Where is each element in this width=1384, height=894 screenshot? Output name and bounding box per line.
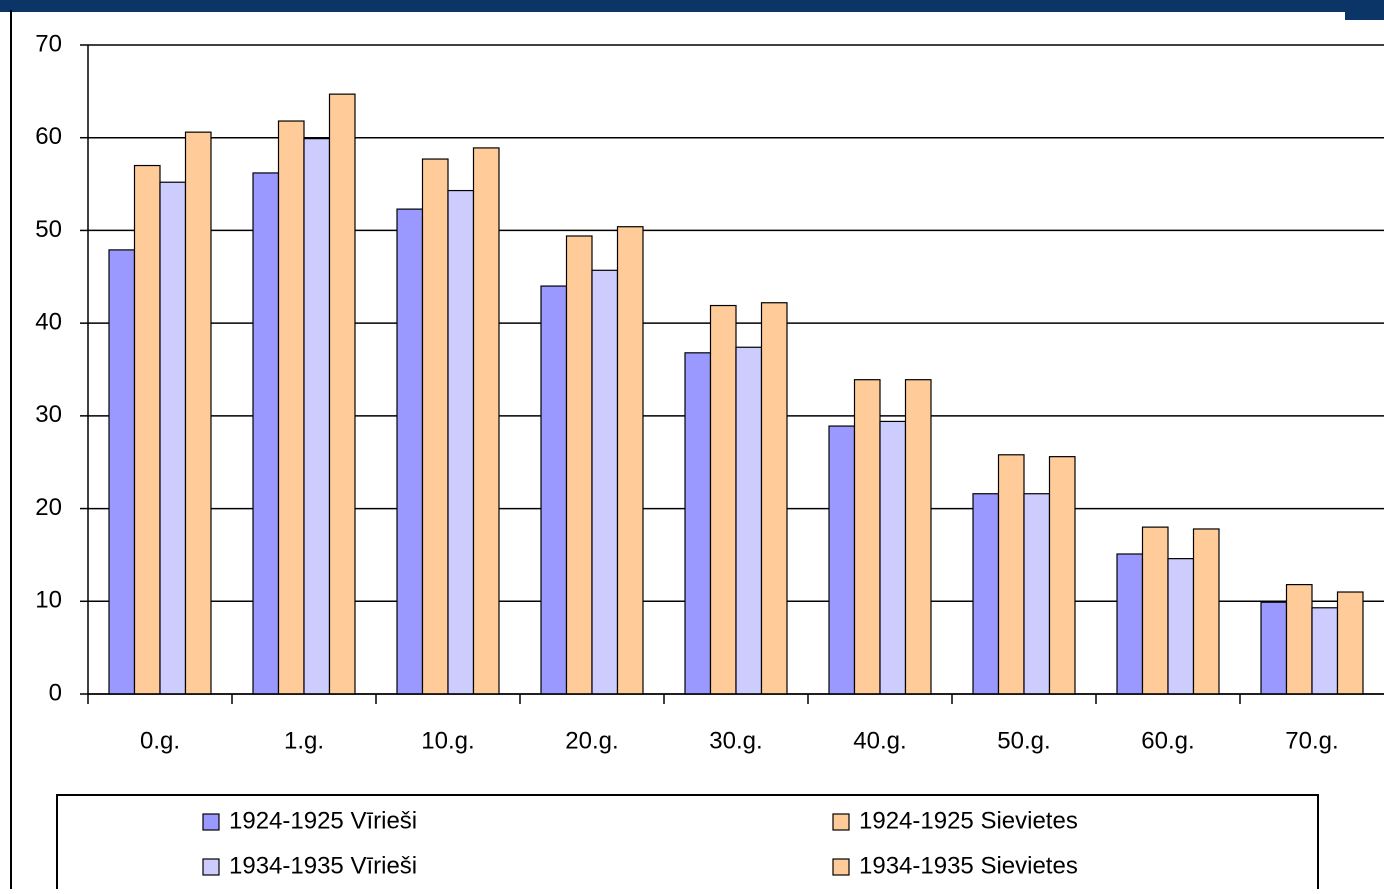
bar — [1141, 526, 1169, 695]
corner-band — [1345, 0, 1384, 20]
bar — [447, 189, 475, 695]
legend-swatch — [202, 858, 220, 876]
bar — [853, 379, 881, 695]
bar — [1311, 607, 1339, 695]
legend-swatch — [202, 813, 220, 831]
y-tick-label: 60 — [35, 123, 62, 150]
y-tick-label: 10 — [35, 587, 62, 614]
y-tick-label: 20 — [35, 494, 62, 521]
bar — [1167, 558, 1195, 695]
bar — [684, 352, 712, 695]
bar — [1285, 583, 1313, 695]
bar — [904, 379, 932, 695]
bar — [303, 138, 331, 695]
bar — [252, 172, 280, 695]
bar — [540, 285, 568, 695]
bar — [1048, 456, 1076, 695]
y-tick-label: 0 — [49, 679, 62, 706]
bar — [735, 346, 763, 695]
bar — [133, 164, 161, 695]
bar — [709, 304, 737, 695]
x-tick-label: 70.g. — [1285, 727, 1338, 754]
legend-label: 1924-1925 Sievietes — [859, 807, 1078, 834]
bar — [421, 158, 449, 695]
bar — [1192, 528, 1220, 695]
top-band — [0, 0, 1384, 12]
bar — [760, 302, 788, 695]
bar — [565, 235, 593, 695]
legend-label: 1924-1925 Vīrieši — [229, 807, 417, 834]
x-tick-label: 0.g. — [140, 727, 180, 754]
bar — [616, 226, 644, 695]
bar — [591, 269, 619, 695]
bar — [879, 420, 907, 695]
bar — [472, 147, 500, 695]
y-tick-label: 50 — [35, 216, 62, 243]
bar — [1260, 601, 1288, 695]
bar — [997, 454, 1025, 695]
bar — [828, 425, 856, 695]
x-tick-label: 40.g. — [853, 727, 906, 754]
bar — [328, 93, 356, 695]
bar — [277, 120, 305, 695]
legend-swatch — [832, 813, 850, 831]
bar — [108, 249, 136, 695]
bar — [159, 181, 187, 695]
bar — [396, 208, 424, 695]
bar — [184, 131, 212, 695]
x-tick-label: 60.g. — [1141, 727, 1194, 754]
y-tick-label: 40 — [35, 308, 62, 335]
legend-swatch — [832, 858, 850, 876]
legend-label: 1934-1935 Vīrieši — [229, 852, 417, 879]
bar — [1116, 553, 1144, 695]
x-tick-label: 10.g. — [421, 727, 474, 754]
x-tick-label: 30.g. — [709, 727, 762, 754]
legend-box — [56, 794, 1319, 894]
y-tick-label: 70 — [35, 30, 62, 57]
bar — [972, 493, 1000, 695]
legend-label: 1934-1935 Sievietes — [859, 852, 1078, 879]
bar — [1023, 493, 1051, 695]
bar — [1336, 591, 1364, 695]
x-tick-label: 20.g. — [565, 727, 618, 754]
x-tick-label: 50.g. — [997, 727, 1050, 754]
y-tick-label: 30 — [35, 401, 62, 428]
x-tick-label: 1.g. — [284, 727, 324, 754]
